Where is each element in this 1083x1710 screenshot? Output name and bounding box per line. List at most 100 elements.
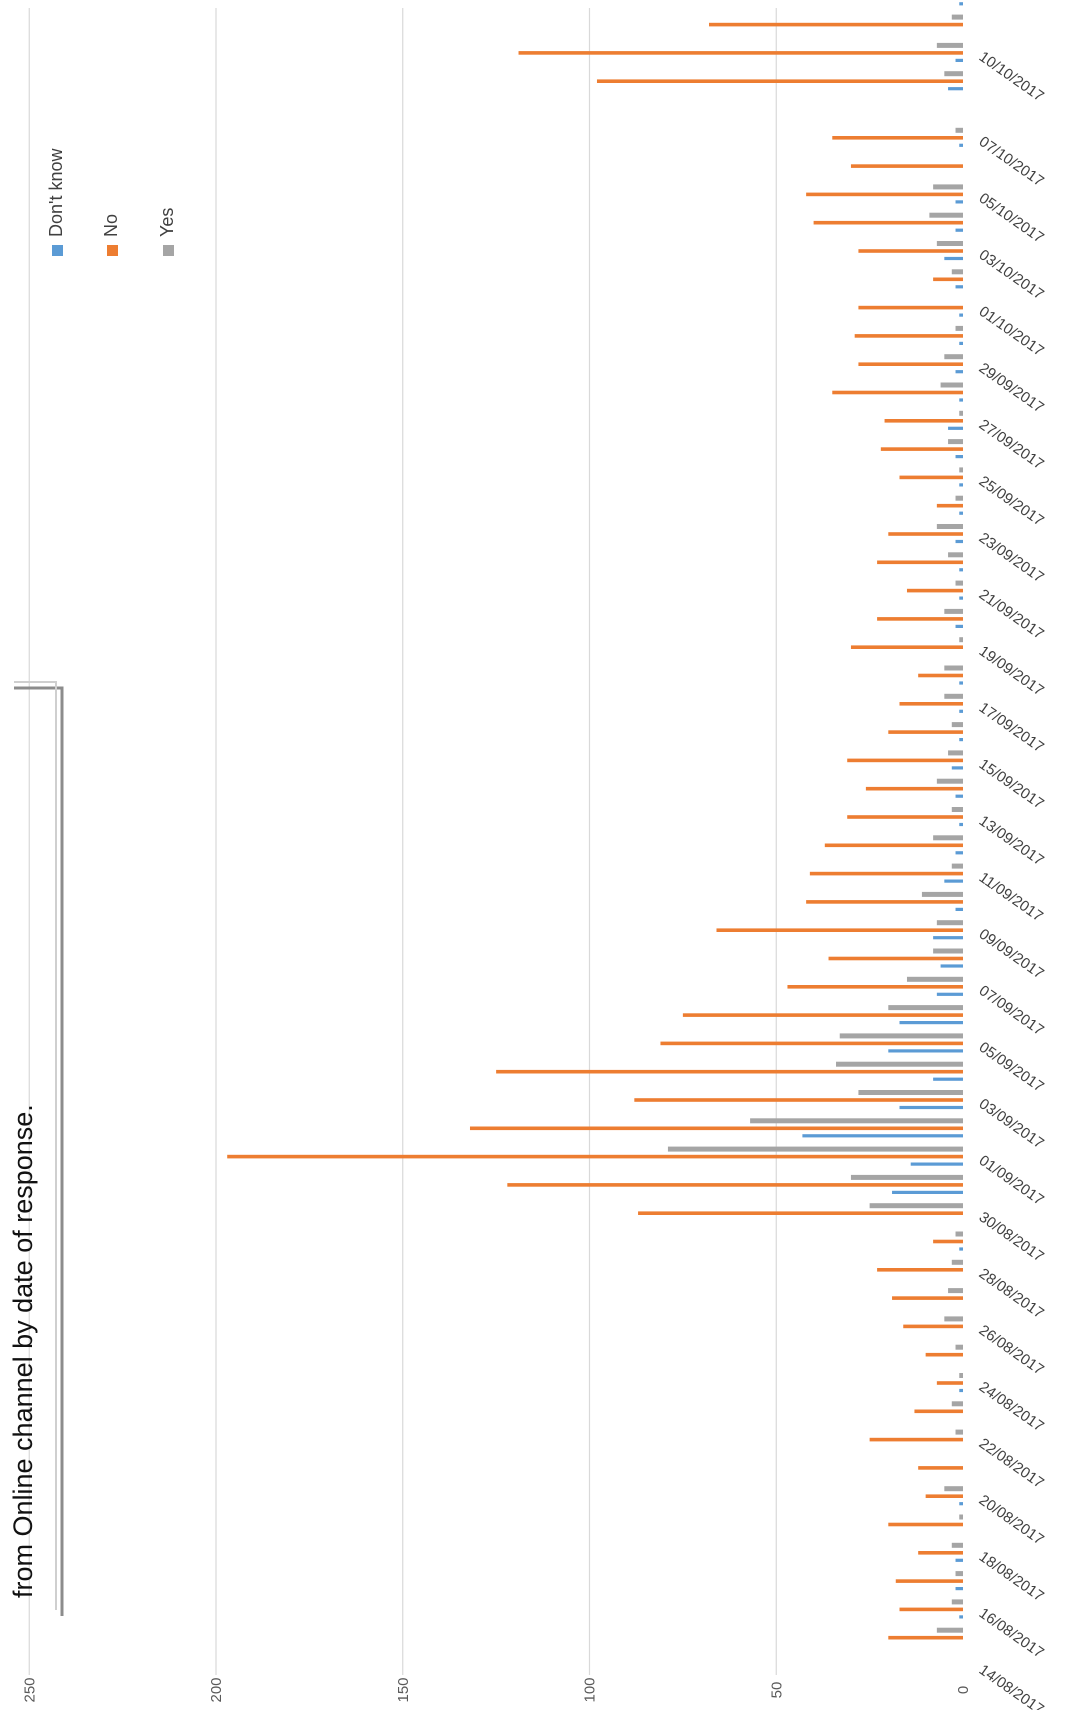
bar-yes-42 <box>959 467 963 472</box>
bar-yes-13 <box>948 1288 963 1293</box>
date-label-21: 25/09/2017 <box>976 473 1047 530</box>
bar-dont-know-35 <box>959 681 963 684</box>
bar-dont-know-54 <box>959 144 963 147</box>
legend-swatch-yes <box>163 245 174 256</box>
date-label-9: 01/09/2017 <box>976 1152 1047 1209</box>
date-label-23: 29/09/2017 <box>976 360 1047 417</box>
bar-dont-know-6 <box>959 1502 963 1505</box>
bar-yes-27 <box>922 892 963 897</box>
date-label-26: 05/10/2017 <box>976 190 1047 247</box>
bar-no-45 <box>832 391 963 395</box>
bar-dont-know-24 <box>937 993 963 996</box>
bar-dont-know-32 <box>952 766 963 769</box>
bar-dont-know-42 <box>959 483 963 486</box>
bar-no-44 <box>885 419 963 423</box>
date-label-2: 18/08/2017 <box>976 1548 1047 1605</box>
date-label-15: 13/09/2017 <box>976 812 1047 869</box>
bar-yes-32 <box>948 750 963 755</box>
bar-dont-know-33 <box>959 738 963 741</box>
bar-no-17 <box>507 1183 963 1187</box>
bar-dont-know-47 <box>959 342 963 345</box>
bar-dont-know-30 <box>959 823 963 826</box>
date-label-17: 17/09/2017 <box>976 699 1047 756</box>
bar-yes-33 <box>952 722 963 727</box>
date-label-18: 19/09/2017 <box>976 643 1047 700</box>
bar-no-6 <box>926 1494 963 1498</box>
bar-no-4 <box>918 1551 963 1555</box>
bar-yes-29 <box>933 835 963 840</box>
date-label-6: 26/08/2017 <box>976 1322 1047 1379</box>
bar-no-50 <box>858 249 963 253</box>
bar-dont-know-46 <box>956 370 963 373</box>
bar-yes-14 <box>952 1260 963 1265</box>
bar-yes-50 <box>937 241 963 246</box>
bar-yes-52 <box>933 184 963 189</box>
bar-yes-54 <box>956 128 963 133</box>
bar-no-36 <box>851 645 963 649</box>
date-label-4: 22/08/2017 <box>976 1435 1047 1492</box>
bar-no-51 <box>814 221 963 225</box>
date-axis-labels: 14/08/201716/08/201718/08/201720/08/2017… <box>976 48 1047 1710</box>
bar-dont-know-49 <box>956 285 963 288</box>
bar-dont-know-51 <box>956 229 963 232</box>
bar-dont-know-50 <box>944 257 963 260</box>
chart-title: from Online channel by date of response. <box>8 1104 38 1598</box>
bar-yes-21 <box>836 1062 963 1067</box>
bar-no-12 <box>903 1325 963 1329</box>
bar-dont-know-25 <box>941 964 963 967</box>
bar-yes-1 <box>937 1628 963 1633</box>
bar-yes-9 <box>952 1401 963 1406</box>
bar-yes-56 <box>944 71 963 76</box>
bar-dont-know-17 <box>892 1191 963 1194</box>
bar-yes-6 <box>944 1486 963 1491</box>
bar-dont-know-48 <box>959 314 963 317</box>
bar-yes-39 <box>948 552 963 557</box>
bar-no-5 <box>888 1523 963 1527</box>
bar-dont-know-39 <box>959 568 963 571</box>
bar-yes-49 <box>952 269 963 274</box>
bar-no-33 <box>888 730 963 734</box>
value-tick-label-250: 250 <box>21 1677 38 1702</box>
bar-no-58 <box>709 23 963 27</box>
date-label-25: 03/10/2017 <box>976 246 1047 303</box>
bar-dont-know-57 <box>956 59 963 62</box>
date-label-22: 27/09/2017 <box>976 416 1047 473</box>
bar-no-23 <box>683 1013 963 1017</box>
bar-no-13 <box>892 1296 963 1300</box>
bar-yes-8 <box>956 1430 963 1435</box>
bar-no-37 <box>877 617 963 621</box>
bar-no-3 <box>896 1579 963 1583</box>
date-label-14: 11/09/2017 <box>976 869 1046 925</box>
bar-dont-know-44 <box>948 427 963 430</box>
bar-no-48 <box>858 306 963 310</box>
bar-dont-know-34 <box>959 710 963 713</box>
bar-no-31 <box>866 787 963 791</box>
bar-yes-22 <box>840 1033 963 1038</box>
bar-yes-5 <box>959 1515 963 1520</box>
bar-no-27 <box>806 900 963 904</box>
bar-no-22 <box>660 1042 963 1046</box>
bar-yes-19 <box>750 1118 963 1123</box>
bar-yes-47 <box>956 326 963 331</box>
date-label-0: 14/08/2017 <box>976 1661 1047 1710</box>
bar-no-40 <box>888 532 963 536</box>
bar-no-32 <box>847 759 963 763</box>
bar-dont-know-15 <box>959 1247 963 1250</box>
bar-no-29 <box>825 844 963 848</box>
bar-no-24 <box>787 985 963 989</box>
bar-no-38 <box>907 589 963 593</box>
bar-no-14 <box>877 1268 963 1272</box>
bar-yes-10 <box>959 1373 963 1378</box>
bar-dont-know-26 <box>933 936 963 939</box>
bar-no-7 <box>918 1466 963 1470</box>
legend-label-yes: Yes <box>157 208 177 237</box>
bar-yes-44 <box>959 411 963 416</box>
bar-dont-know-22 <box>888 1049 963 1052</box>
bar-no-54 <box>832 136 963 140</box>
bar-yes-38 <box>956 581 963 586</box>
bar-dont-know-59 <box>959 2 963 5</box>
date-label-27: 07/10/2017 <box>976 133 1047 190</box>
bar-dont-know-45 <box>959 398 963 401</box>
bar-dont-know-56 <box>948 87 963 90</box>
